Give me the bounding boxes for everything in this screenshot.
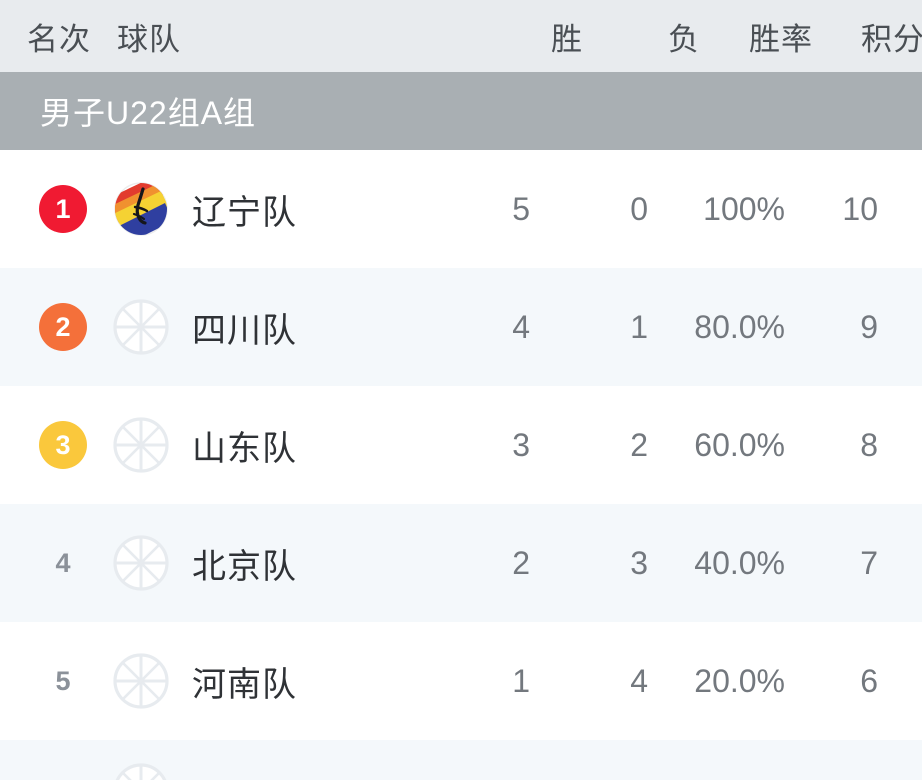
rank-cell: 4 [36, 536, 90, 590]
rank-badge: 1 [39, 185, 87, 233]
losses-value: 3 [630, 544, 648, 581]
team-name: 山东队 [192, 429, 297, 468]
points-value: 10 [842, 190, 878, 227]
table-row[interactable]: 5 河南队 1 4 20.0% 6 [0, 622, 922, 740]
points-value: 9 [860, 308, 878, 345]
losses-value: 2 [630, 426, 648, 463]
column-header-losses: 负 [668, 21, 700, 57]
points-value: 6 [860, 662, 878, 699]
wins-value: 4 [512, 308, 530, 345]
rank-badge: 2 [39, 303, 87, 351]
losses-value: 4 [630, 662, 648, 699]
rank-cell: 1 [36, 182, 90, 236]
standings-row-list: 1 辽宁队 5 0 100% 10 2 四川队 4 1 80.0% 9 3 山东队 3 2 60.0% 8 4 北京队… [0, 150, 922, 780]
rank-number: 4 [55, 547, 71, 578]
column-header-rank: 名次 [27, 21, 91, 57]
column-header-wins: 胜 [551, 21, 583, 57]
winrate-value: 20.0% [694, 662, 785, 699]
winrate-value: 100% [703, 190, 785, 227]
rank-cell: 5 [36, 654, 90, 708]
rank-cell: 2 [36, 300, 90, 354]
basketball-placeholder-icon [113, 299, 169, 355]
rank-number: 5 [55, 665, 71, 696]
team-logo [112, 298, 170, 356]
winrate-value: 80.0% [694, 308, 785, 345]
column-header-team: 球队 [117, 21, 181, 57]
winrate-value: 60.0% [694, 426, 785, 463]
basketball-placeholder-icon [113, 417, 169, 473]
team-name: 辽宁队 [192, 193, 297, 232]
group-section-header: 男子U22组A组 [0, 72, 922, 150]
wins-value: 1 [512, 662, 530, 699]
points-value: 8 [860, 426, 878, 463]
team-logo [112, 416, 170, 474]
table-row[interactable]: 1 辽宁队 5 0 100% 10 [0, 150, 922, 268]
team-name: 北京队 [192, 547, 297, 586]
winrate-value: 40.0% [694, 544, 785, 581]
team-logo [112, 762, 170, 780]
liaoning-flag-logo [114, 182, 168, 236]
basketball-placeholder-icon [115, 763, 167, 780]
basketball-placeholder-icon [113, 653, 169, 709]
column-header-points: 积分 [861, 21, 922, 57]
table-row[interactable] [0, 740, 922, 780]
table-row[interactable]: 2 四川队 4 1 80.0% 9 [0, 268, 922, 386]
table-row[interactable]: 4 北京队 2 3 40.0% 7 [0, 504, 922, 622]
team-logo [112, 652, 170, 710]
table-column-header: 名次 球队 胜 负 胜率 积分 [0, 0, 922, 72]
wins-value: 3 [512, 426, 530, 463]
points-value: 7 [860, 544, 878, 581]
team-name: 河南队 [192, 665, 297, 704]
table-row[interactable]: 3 山东队 3 2 60.0% 8 [0, 386, 922, 504]
wins-value: 2 [512, 544, 530, 581]
losses-value: 0 [630, 190, 648, 227]
team-name: 四川队 [192, 311, 297, 350]
column-header-winrate: 胜率 [749, 21, 813, 57]
rank-cell: 3 [36, 418, 90, 472]
rank-badge: 3 [39, 421, 87, 469]
losses-value: 1 [630, 308, 648, 345]
wins-value: 5 [512, 190, 530, 227]
group-title: 男子U22组A组 [40, 95, 257, 131]
team-logo [112, 534, 170, 592]
team-logo [112, 180, 170, 238]
basketball-placeholder-icon [113, 535, 169, 591]
